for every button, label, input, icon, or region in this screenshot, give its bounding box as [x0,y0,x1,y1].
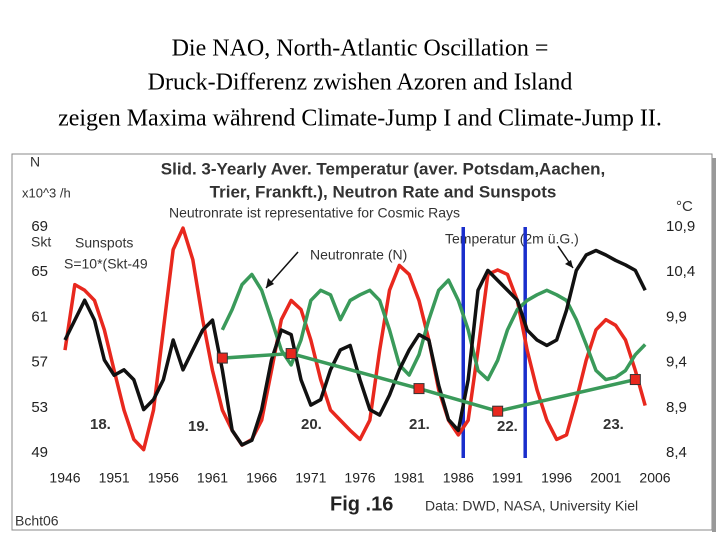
y2-tick-label: 10,9 [666,218,695,235]
frame-shadow [712,158,716,532]
y-label: Skt [31,234,51,250]
x-tick-label: 1976 [344,470,375,486]
marker [413,383,425,395]
marker [492,405,504,417]
slide-title: Die NAO, North-Atlantic Oscillation = [172,36,549,62]
chart-title: Slid. 3-Yearly Aver. Temperatur (aver. P… [161,159,605,178]
x-tick-label: 1951 [99,470,130,486]
cycle-label: 19. [188,418,209,435]
cycle-label: 23. [603,416,624,433]
series-annotation: Temperatur (2m ü.G.) [445,231,579,247]
x-tick-label: 1981 [394,470,425,486]
chart-frame [11,153,713,531]
arrow-head [565,260,573,268]
y2-label: °C [676,198,693,215]
y-tick-label: 57 [31,354,48,371]
formula: S=10*(Skt-49 [64,256,148,272]
x-tick-label: 1956 [148,470,179,486]
series-line [220,272,647,382]
y-label: x10^3 /h [22,185,71,200]
y2-tick-label: 8,4 [666,444,687,461]
y2-tick-label: 10,4 [666,263,695,280]
x-tick-label: 1991 [492,470,523,486]
author: Bcht06 [15,513,59,529]
x-tick-label: 1966 [246,470,277,486]
series-annotation: Neutronrate (N) [310,247,407,263]
cycle-label: 20. [301,416,322,433]
y2-tick-label: 8,9 [666,399,687,416]
x-tick-label: 1946 [49,470,80,486]
slide-title: Druck-Differenz zwishen Azoren and Islan… [148,70,573,96]
series-line [63,226,647,452]
x-tick-label: 1961 [197,470,228,486]
slide-title: zeigen Maxima während Climate-Jump I and… [58,106,662,132]
marker [285,348,297,360]
cycle-label: 21. [409,416,430,433]
chart-subtitle: Neutronrate ist representative for Cosmi… [169,205,460,221]
marker [629,374,641,386]
y-tick-label: 49 [31,444,48,461]
x-tick-label: 1971 [295,470,326,486]
figure-label: Fig .16 [330,493,393,515]
y2-tick-label: 9,4 [666,354,687,371]
y-tick-label: 69 [31,218,48,235]
y2-tick-label: 9,9 [666,308,687,325]
series-annotation: Sunspots [75,235,133,251]
cycle-label: 22. [497,418,518,435]
y-tick-label: 53 [31,399,48,416]
x-tick-label: 2001 [590,470,621,486]
y-label: N [30,154,40,170]
y-tick-label: 61 [31,308,48,325]
cycle-label: 18. [90,416,111,433]
arrow-head [266,278,274,288]
chart-title: Trier, Frankft.), Neutron Rate and Sunsp… [210,182,557,201]
x-tick-label: 1986 [443,470,474,486]
marker [216,352,228,364]
source: Data: DWD, NASA, University Kiel [425,498,638,514]
x-tick-label: 1996 [541,470,572,486]
y-tick-label: 65 [31,263,48,280]
x-tick-label: 2006 [639,470,670,486]
series-line [63,248,647,447]
